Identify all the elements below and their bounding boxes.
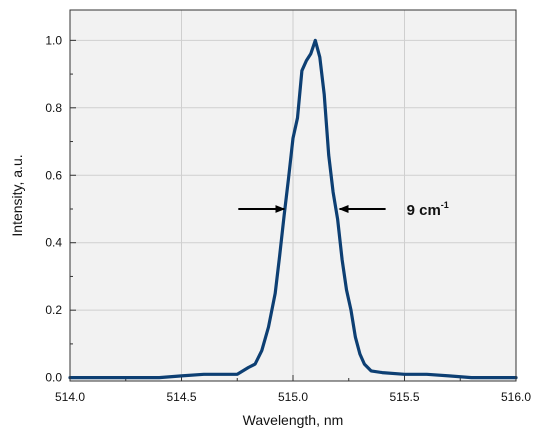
y-tick-label: 1.0 <box>45 33 62 47</box>
y-axis-title: Intensity, a.u. <box>9 154 25 236</box>
y-tick-label: 0.8 <box>45 101 62 115</box>
axis-ticks: 514.0 514.5 515.0 515.5 516.0 0.0 0.2 0.4 0.6 0.8… <box>45 33 531 404</box>
x-tick-label: 516.0 <box>501 390 531 404</box>
y-tick-label: 0.2 <box>45 303 62 317</box>
x-tick-label: 514.5 <box>166 390 196 404</box>
x-axis-title: Wavelength, nm <box>243 412 344 428</box>
fwhm-label-superscript: -1 <box>441 200 449 210</box>
x-tick-label: 515.0 <box>278 390 308 404</box>
fwhm-label-main: 9 cm <box>407 202 441 219</box>
series-line <box>68 38 518 380</box>
y-tick-label: 0.0 <box>45 371 62 385</box>
y-tick-label: 0.4 <box>45 236 62 250</box>
fwhm-annotation: 9 cm-1 <box>238 200 449 219</box>
x-tick-label: 514.0 <box>55 390 85 404</box>
y-tick-label: 0.6 <box>45 168 62 182</box>
plot-frame <box>69 9 517 382</box>
x-tick-label: 515.5 <box>389 390 419 404</box>
fwhm-label: 9 cm-1 <box>407 200 449 219</box>
grid-lines <box>70 10 516 381</box>
